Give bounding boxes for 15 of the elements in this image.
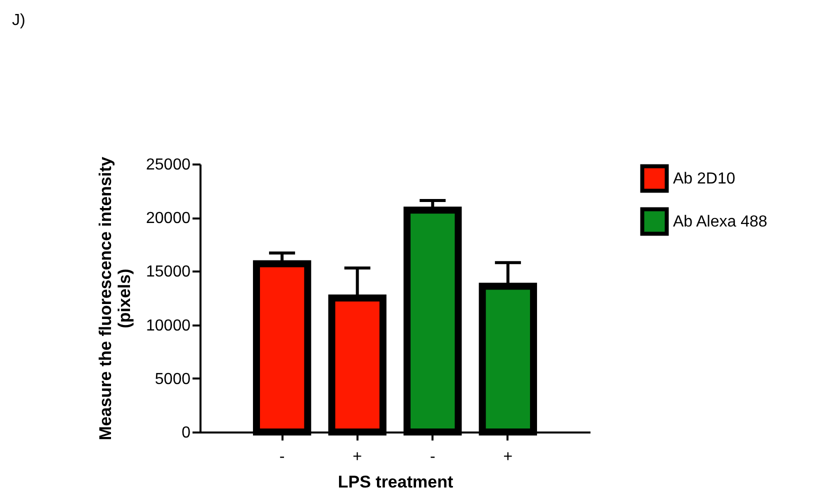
- x-tick-label: -: [279, 448, 285, 466]
- legend-label: Ab Alexa 488: [673, 214, 768, 230]
- x-tick-label: +: [352, 448, 362, 466]
- text: J): [11, 11, 26, 31]
- x-tick-label: +: [503, 448, 513, 466]
- y-tick-label: 5000: [154, 370, 191, 388]
- y-tick-label: 15000: [146, 264, 191, 281]
- x-tick-label: -: [430, 448, 436, 466]
- y-axis-title: Measure the fluorescence intensity (pixels): [96, 156, 134, 440]
- y-tick-label: 0: [182, 424, 191, 442]
- y-tick-label: 10000: [146, 317, 191, 334]
- x-axis-title: LPS treatment: [338, 472, 454, 492]
- y-tick-label: 20000: [146, 210, 191, 228]
- legend-label: Ab 2D10: [673, 170, 736, 188]
- y-tick-label: 25000: [146, 156, 191, 174]
